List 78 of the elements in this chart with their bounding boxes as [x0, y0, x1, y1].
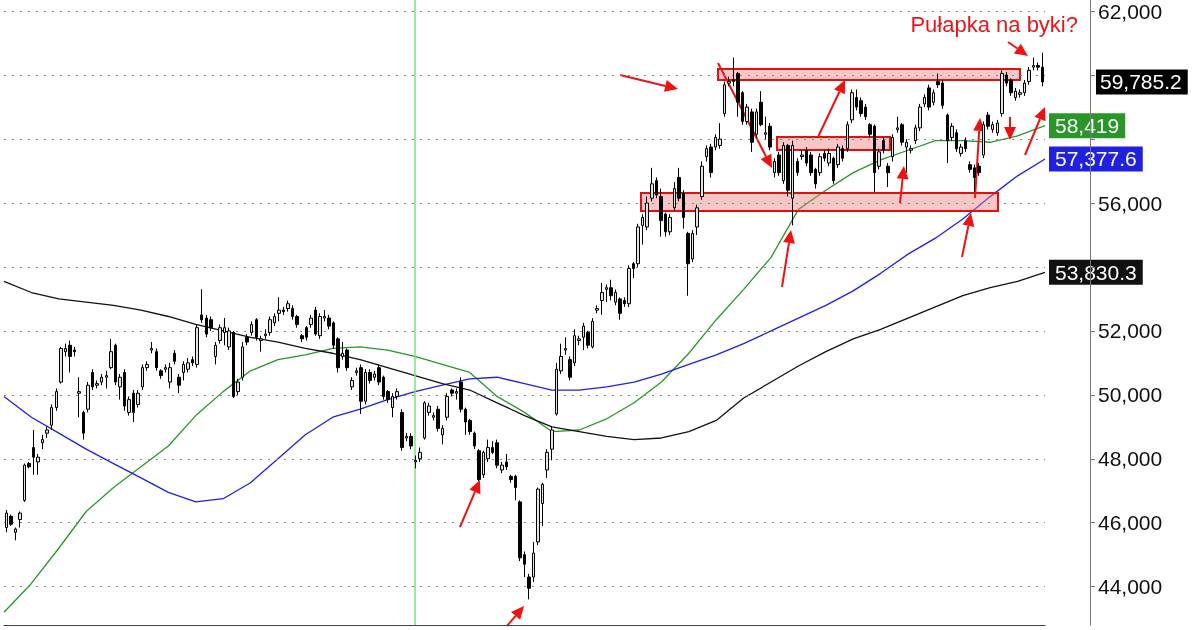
candlestick	[600, 282, 604, 316]
data-label: 53,830.3	[1055, 260, 1137, 284]
candlestick	[82, 410, 85, 441]
candlestick	[418, 447, 422, 463]
y-tick-label: 50,000	[1098, 383, 1163, 407]
candlestick	[168, 362, 172, 389]
candlestick	[1000, 69, 1004, 118]
candlestick	[445, 392, 449, 421]
candlestick	[886, 162, 890, 188]
candlestick	[450, 387, 454, 397]
data-label: 57,377.6	[1055, 147, 1137, 171]
candlestick	[659, 188, 663, 238]
y-tick-label: 62,000	[1098, 0, 1163, 23]
candlestick	[400, 408, 404, 452]
candlestick	[359, 363, 363, 415]
candlestick	[59, 346, 63, 385]
candlestick	[350, 376, 354, 391]
candlestick	[850, 89, 854, 124]
candlestick	[195, 323, 199, 369]
candlestick	[627, 264, 631, 308]
candlestick	[909, 144, 913, 154]
candlestick	[550, 426, 554, 461]
candlestick	[68, 339, 72, 373]
y-tick-label: 46,000	[1098, 511, 1163, 535]
candlestick	[1027, 66, 1031, 86]
candlestick	[200, 288, 203, 324]
candlestick	[268, 316, 272, 337]
candlestick	[595, 304, 599, 314]
candlestick	[173, 349, 176, 365]
candlestick	[891, 133, 894, 162]
candlestick	[255, 317, 258, 341]
y-tick-label: 44,000	[1098, 575, 1163, 599]
candlestick	[100, 373, 103, 386]
candlestick	[105, 370, 108, 389]
candlestick	[50, 403, 53, 431]
candlestick	[241, 341, 244, 381]
candlestick	[996, 119, 999, 137]
candlestick	[695, 204, 699, 236]
candlestick	[882, 136, 885, 154]
candlestick	[477, 448, 481, 482]
candlestick	[700, 160, 704, 201]
candlestick	[723, 81, 726, 118]
candlestick	[927, 84, 931, 111]
y-tick-label: 48,000	[1098, 447, 1163, 471]
candlestick	[545, 448, 549, 479]
candlestick	[14, 526, 17, 541]
data-label: 58,419	[1055, 114, 1120, 138]
candlestick	[414, 455, 417, 469]
candlestick	[686, 231, 690, 297]
candlestick	[668, 213, 672, 236]
candlestick	[250, 320, 253, 337]
candlestick	[77, 376, 81, 418]
candlestick	[846, 120, 849, 153]
candlestick	[45, 426, 49, 439]
candlestick	[473, 431, 476, 450]
candlestick	[159, 368, 163, 380]
candlestick	[150, 341, 153, 354]
candlestick	[609, 279, 613, 302]
candlestick	[214, 341, 217, 365]
candlestick	[18, 511, 22, 528]
candlestick	[155, 347, 158, 372]
candlestick	[55, 387, 58, 412]
candlestick	[41, 434, 44, 450]
candlestick	[259, 335, 263, 353]
candlestick	[177, 373, 181, 394]
y-tick-label: 52,000	[1098, 319, 1163, 343]
text: 59,785.2	[1100, 70, 1182, 94]
candlestick	[564, 336, 567, 356]
annotation: Pułapka na byki?	[910, 11, 1078, 37]
candlestick	[796, 157, 799, 177]
candlestick	[650, 167, 654, 202]
candlestick	[245, 333, 249, 346]
candlestick	[409, 432, 413, 450]
candlestick	[277, 296, 281, 322]
y-tick-label: 56,000	[1098, 191, 1163, 215]
candlestick	[718, 122, 722, 150]
candlestick	[536, 487, 540, 546]
candlestick	[264, 328, 267, 340]
